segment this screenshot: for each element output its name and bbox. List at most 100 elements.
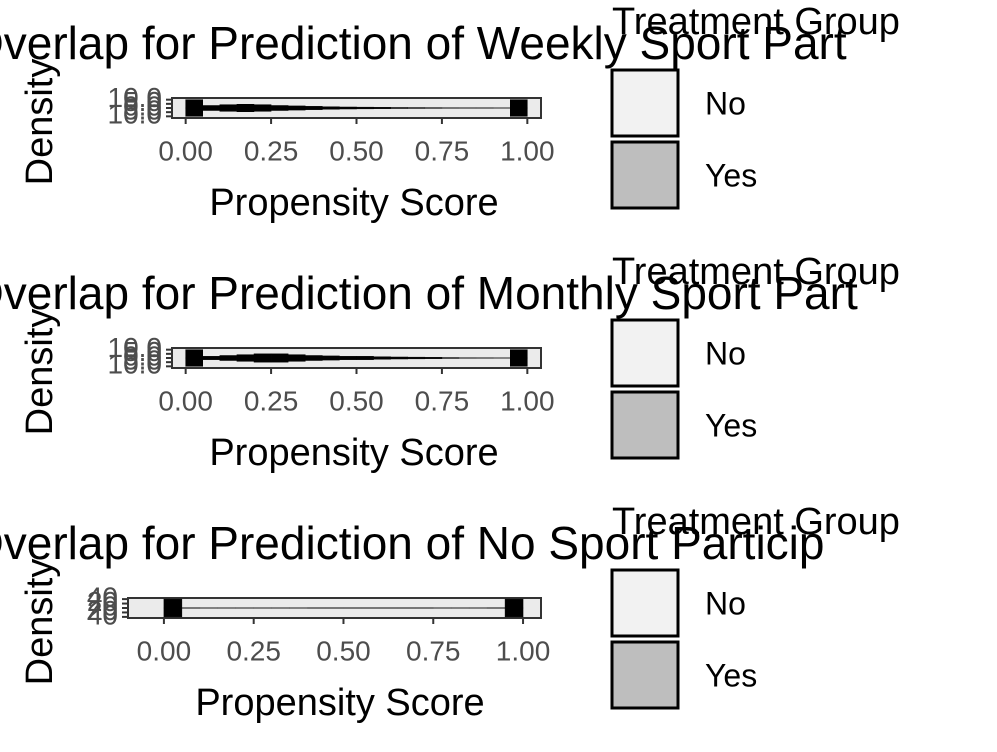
chart-title: Overlap for Prediction of Weekly Sport P… xyxy=(0,17,847,69)
x-tick-label: 0.25 xyxy=(226,635,281,666)
histogram-bar xyxy=(373,107,391,109)
legend-key xyxy=(610,318,680,388)
y-tick-label: 40 xyxy=(87,582,118,613)
x-tick-label: 0.25 xyxy=(244,385,299,416)
histogram-bar xyxy=(270,353,289,359)
legend-title: Treatment Group xyxy=(612,501,900,543)
histogram-bar xyxy=(270,357,289,363)
y-tick-label: 10.0 xyxy=(108,82,163,113)
histogram-bar xyxy=(253,357,272,363)
histogram-bar xyxy=(305,106,323,109)
histogram-bar xyxy=(163,607,183,618)
histogram-bar xyxy=(356,357,374,360)
histogram-bar xyxy=(287,105,306,109)
x-tick-label: 0.00 xyxy=(158,385,213,416)
histogram-bar xyxy=(202,356,221,359)
histogram-bar xyxy=(270,107,289,111)
histogram-bar xyxy=(339,107,357,110)
legend-label: No xyxy=(705,335,746,371)
histogram-bar xyxy=(202,105,221,109)
x-tick-label: 0.00 xyxy=(158,135,213,166)
x-tick-label: 1.00 xyxy=(500,385,555,416)
y-tick-label: 10.0 xyxy=(108,99,163,130)
histogram-bar xyxy=(287,107,306,111)
histogram-bar xyxy=(236,104,255,109)
histogram-bar xyxy=(339,357,357,360)
x-tick-label: 0.50 xyxy=(329,135,384,166)
legend-label: Yes xyxy=(705,657,757,693)
histogram-bar xyxy=(510,107,528,117)
x-tick-label: 1.00 xyxy=(496,635,551,666)
chart-title: Overlap for Prediction of Monthly Sport … xyxy=(0,267,858,319)
y-tick-label: 20 xyxy=(87,595,118,626)
histogram-bar xyxy=(236,107,255,112)
histogram-bar xyxy=(390,357,408,360)
histogram-bar xyxy=(202,107,221,111)
histogram-bar xyxy=(219,107,238,112)
histogram-bar xyxy=(390,107,408,109)
histogram-bar xyxy=(253,107,272,112)
y-tick-label: 20 xyxy=(87,586,118,617)
histogram-bar xyxy=(185,349,204,359)
y-axis-label: Density xyxy=(19,59,61,186)
histogram-bar xyxy=(253,353,272,359)
legend-key xyxy=(610,140,680,210)
y-tick-label: 5.0 xyxy=(123,345,162,376)
y-tick-label: 10.0 xyxy=(108,349,163,380)
x-axis-label: Propensity Score xyxy=(209,432,498,474)
y-axis-label: Density xyxy=(19,309,61,436)
y-tick-label: 5.0 xyxy=(123,86,162,117)
histogram-bar xyxy=(339,356,357,359)
legend-key xyxy=(610,640,680,710)
legend-key xyxy=(610,390,680,460)
x-axis-label: Propensity Score xyxy=(195,682,484,724)
histogram-bar xyxy=(504,598,524,609)
chart-title: Overlap for Prediction of No Sport Parti… xyxy=(0,517,824,569)
legend-label: No xyxy=(705,585,746,621)
x-tick-label: 1.00 xyxy=(500,135,555,166)
histogram-bar xyxy=(322,107,340,110)
histogram-bar xyxy=(270,105,289,109)
histogram-bar xyxy=(236,357,255,362)
histogram-bar xyxy=(219,355,238,359)
histogram-bar xyxy=(510,349,528,359)
histogram-bar xyxy=(253,104,272,109)
y-tick-label: 5.0 xyxy=(123,336,162,367)
histogram-bar xyxy=(287,357,306,362)
y-tick-label: 0.0 xyxy=(123,340,162,371)
histogram-bar xyxy=(510,357,528,367)
y-tick-label: 0 xyxy=(102,590,118,621)
legend-key xyxy=(610,568,680,638)
x-tick-label: 0.25 xyxy=(244,135,299,166)
histogram-bar xyxy=(322,357,340,361)
histogram-bar xyxy=(287,354,306,359)
histogram-bar xyxy=(163,598,183,609)
x-tick-label: 0.50 xyxy=(316,635,371,666)
histogram-bar xyxy=(305,355,323,359)
y-axis-label: Density xyxy=(19,559,61,686)
legend-label: Yes xyxy=(705,407,757,443)
histogram-bar xyxy=(305,357,323,361)
histogram-bar xyxy=(407,357,426,360)
histogram-bar xyxy=(219,357,238,361)
y-tick-label: 5.0 xyxy=(123,95,162,126)
histogram-bar xyxy=(185,357,204,367)
x-tick-label: 0.00 xyxy=(137,635,192,666)
x-tick-label: 0.75 xyxy=(406,635,461,666)
x-tick-label: 0.75 xyxy=(415,135,470,166)
histogram-bar xyxy=(202,357,221,360)
legend-title: Treatment Group xyxy=(612,251,900,293)
histogram-bar xyxy=(510,99,528,109)
histogram-bar xyxy=(305,107,323,110)
histogram-bar xyxy=(424,357,443,359)
histogram-bar xyxy=(219,104,238,109)
legend-label: No xyxy=(705,85,746,121)
legend-key xyxy=(610,68,680,138)
x-axis-label: Propensity Score xyxy=(209,182,498,224)
legend-title: Treatment Group xyxy=(612,1,900,43)
histogram-bar xyxy=(236,354,255,359)
y-tick-label: 40 xyxy=(87,599,118,630)
histogram-bar xyxy=(373,357,391,360)
histogram-bar xyxy=(185,107,204,117)
